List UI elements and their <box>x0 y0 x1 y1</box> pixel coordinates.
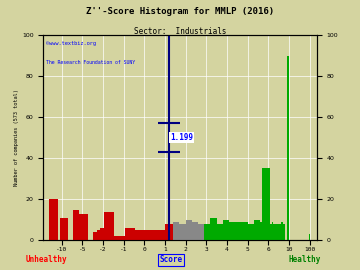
Bar <box>272 222 274 240</box>
Text: Sector:  Industrials: Sector: Industrials <box>134 27 226 36</box>
Bar <box>223 220 229 240</box>
Bar <box>287 56 289 240</box>
Bar <box>282 224 285 240</box>
Bar <box>235 222 242 240</box>
Bar <box>270 224 272 240</box>
Bar <box>73 210 79 240</box>
Bar <box>211 218 217 240</box>
Bar <box>254 220 260 240</box>
Bar <box>93 232 96 240</box>
Bar <box>204 224 211 240</box>
Bar <box>104 212 114 240</box>
Bar <box>242 222 248 240</box>
Bar <box>276 224 278 240</box>
Bar <box>165 224 173 240</box>
Text: Unhealthy: Unhealthy <box>26 255 68 264</box>
Bar <box>260 222 266 240</box>
Bar <box>125 228 135 240</box>
Bar <box>278 224 280 240</box>
Text: 1.199: 1.199 <box>170 133 193 142</box>
Bar <box>79 214 87 240</box>
Bar <box>135 230 145 240</box>
Y-axis label: Number of companies (573 total): Number of companies (573 total) <box>14 89 19 186</box>
Bar <box>192 222 198 240</box>
Bar <box>173 222 180 240</box>
Bar <box>180 224 186 240</box>
Bar <box>280 224 281 240</box>
Text: Score: Score <box>159 255 183 264</box>
Text: ©www.textbiz.org: ©www.textbiz.org <box>46 41 96 46</box>
Bar <box>49 199 58 240</box>
Bar <box>60 218 68 240</box>
Bar <box>100 228 104 240</box>
Bar <box>156 230 166 240</box>
Bar <box>217 224 223 240</box>
Bar <box>248 224 254 240</box>
Text: The Research Foundation of SUNY: The Research Foundation of SUNY <box>46 60 135 65</box>
Bar <box>114 236 125 240</box>
Bar <box>275 224 276 240</box>
Bar <box>96 230 100 240</box>
Bar <box>186 220 192 240</box>
Bar <box>262 168 270 240</box>
Bar <box>145 230 156 240</box>
Bar <box>198 224 204 240</box>
Bar <box>281 222 283 240</box>
Bar <box>229 222 235 240</box>
Bar <box>274 224 275 240</box>
Text: Healthy: Healthy <box>288 255 320 264</box>
Text: Z''-Score Histogram for MMLP (2016): Z''-Score Histogram for MMLP (2016) <box>86 7 274 16</box>
